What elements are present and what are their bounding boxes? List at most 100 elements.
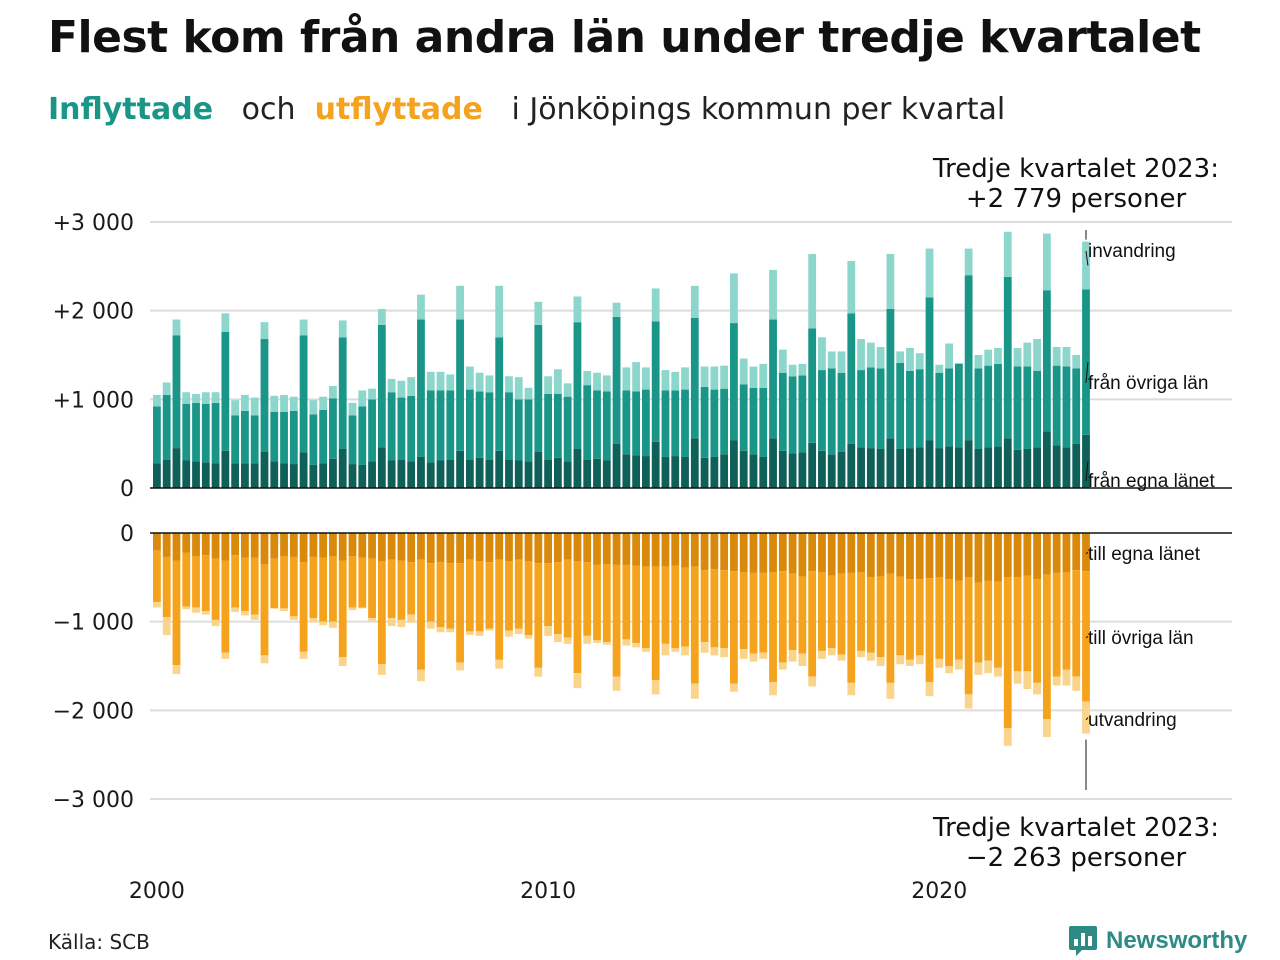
- bar-in-own-30: [446, 459, 455, 488]
- bar-out-emig-80: [935, 658, 944, 668]
- bar-out-own-31: [456, 533, 464, 564]
- bar-in-own-95: [1082, 434, 1090, 488]
- bar-out-emig-34: [485, 628, 494, 631]
- bar-in-own-2: [172, 448, 181, 488]
- bar-in-immig-67: [808, 253, 817, 329]
- bar-in-immig-20: [348, 402, 357, 416]
- bar-out-emig-76: [896, 655, 905, 665]
- bar-in-immig-72: [857, 339, 865, 371]
- bar-in-own-47: [612, 443, 621, 488]
- bar-out-own-58: [720, 533, 729, 571]
- bar-in-immig-56: [700, 366, 709, 387]
- bar-in-immig-10: [250, 397, 259, 416]
- bar-out-own-46: [602, 533, 611, 565]
- bar-in-own-11: [260, 451, 269, 488]
- bar-in-immig-65: [788, 364, 797, 377]
- y-tick-top-1: +2 000: [53, 300, 134, 325]
- bar-in-immig-60: [739, 358, 748, 385]
- bar-out-emig-15: [299, 651, 308, 659]
- bar-out-emig-3: [182, 606, 191, 610]
- bar-in-other-82: [954, 363, 963, 448]
- bar-in-immig-43: [573, 296, 582, 323]
- bar-out-emig-40: [544, 626, 552, 636]
- bar-in-immig-25: [397, 380, 406, 398]
- bar-in-own-10: [250, 463, 259, 488]
- bar-out-emig-18: [329, 621, 337, 628]
- bar-out-other-84: [974, 582, 983, 663]
- bar-in-own-34: [485, 459, 494, 488]
- bar-out-emig-55: [690, 683, 699, 699]
- bar-out-emig-66: [798, 653, 807, 666]
- bar-out-other-94: [1072, 570, 1081, 677]
- bar-in-own-36: [505, 459, 513, 488]
- bar-out-own-34: [485, 533, 494, 563]
- bar-out-emig-90: [1033, 682, 1041, 695]
- newsworthy-logo-icon: [1069, 926, 1097, 956]
- bar-out-emig-68: [818, 650, 826, 659]
- bar-in-other-14: [289, 410, 298, 465]
- bar-in-other-15: [299, 335, 308, 453]
- bar-out-emig-43: [573, 673, 582, 689]
- bar-out-emig-4: [192, 607, 200, 613]
- bar-in-immig-95: [1082, 241, 1090, 290]
- bar-in-immig-31: [456, 285, 464, 320]
- bar-in-other-62: [759, 387, 768, 457]
- bar-out-other-0: [153, 550, 161, 603]
- bar-out-other-29: [436, 562, 445, 627]
- bar-out-own-71: [847, 533, 856, 573]
- bar-out-other-64: [778, 571, 787, 663]
- bar-in-other-93: [1062, 366, 1071, 448]
- bar-out-emig-0: [153, 602, 161, 608]
- bar-out-other-17: [319, 557, 328, 622]
- bar-in-own-46: [602, 460, 611, 488]
- bar-out-own-87: [1003, 533, 1012, 578]
- bar-in-immig-18: [329, 386, 337, 399]
- bar-in-immig-80: [935, 364, 944, 373]
- annotation-bottom-line-1: −2 263 personer: [966, 843, 1187, 873]
- bar-in-immig-82: [954, 362, 963, 364]
- bar-out-other-19: [338, 560, 347, 658]
- bar-in-own-89: [1023, 448, 1032, 488]
- bar-in-immig-48: [622, 367, 631, 391]
- bar-out-emig-95: [1082, 701, 1090, 734]
- bar-in-immig-40: [544, 376, 552, 395]
- bar-in-other-49: [632, 391, 641, 456]
- bar-out-other-52: [661, 566, 670, 644]
- bar-in-other-16: [309, 414, 318, 465]
- bar-out-emig-54: [681, 646, 689, 656]
- bar-out-other-50: [642, 566, 650, 649]
- bar-out-own-4: [192, 533, 200, 557]
- bar-in-other-5: [201, 403, 210, 463]
- bar-out-emig-16: [309, 618, 318, 623]
- bar-in-other-53: [671, 390, 680, 457]
- bar-out-other-80: [935, 577, 944, 659]
- bar-in-other-6: [211, 402, 220, 464]
- bar-in-own-41: [553, 457, 562, 488]
- bar-in-immig-44: [583, 370, 592, 386]
- bar-in-immig-58: [720, 365, 729, 389]
- bar-in-immig-45: [593, 372, 601, 391]
- bar-out-emig-60: [739, 649, 748, 659]
- bar-out-own-81: [945, 533, 953, 580]
- bar-in-own-58: [720, 454, 729, 488]
- bar-in-other-0: [153, 406, 161, 464]
- bar-out-other-59: [730, 571, 738, 684]
- bar-in-other-64: [778, 372, 787, 451]
- bar-out-emig-46: [602, 642, 611, 645]
- bar-out-own-78: [915, 533, 924, 580]
- bar-in-own-51: [651, 441, 660, 488]
- bar-out-own-61: [749, 533, 758, 573]
- annotation-bottom-line-0: Tredje kvartalet 2023:: [932, 813, 1219, 843]
- bar-out-emig-44: [583, 635, 592, 644]
- bar-out-emig-94: [1072, 676, 1081, 691]
- bar-out-other-65: [788, 573, 797, 651]
- bar-out-other-18: [329, 556, 337, 622]
- bar-in-immig-32: [465, 366, 474, 390]
- bar-in-own-7: [221, 450, 230, 488]
- bar-in-own-78: [915, 447, 924, 488]
- bar-out-other-81: [945, 579, 953, 666]
- bar-in-immig-33: [475, 372, 484, 392]
- bar-out-emig-59: [730, 683, 738, 692]
- bar-out-own-92: [1052, 533, 1061, 573]
- bar-out-other-31: [456, 563, 464, 663]
